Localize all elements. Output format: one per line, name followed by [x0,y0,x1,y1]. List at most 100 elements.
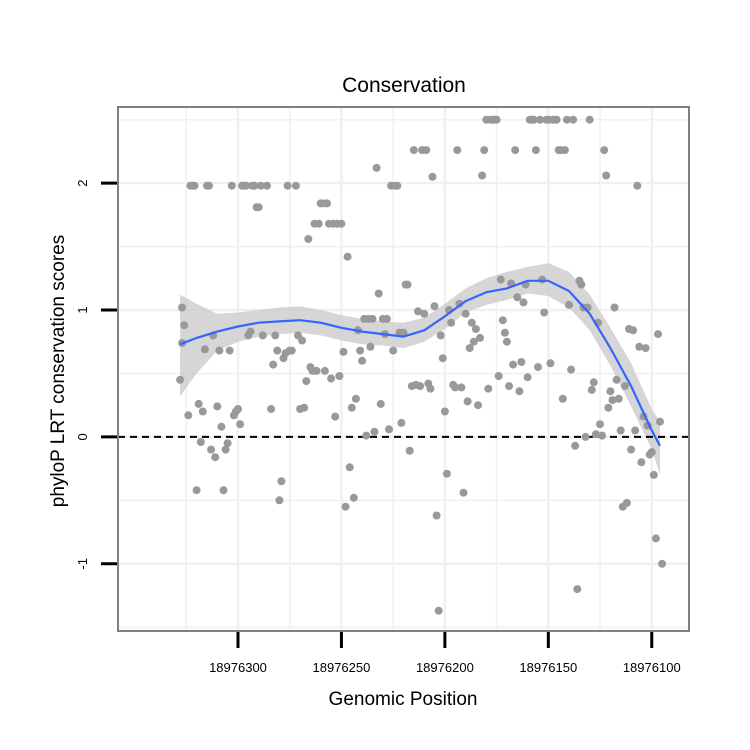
data-point [467,318,476,327]
data-point [343,252,352,261]
data-point [422,146,431,155]
data-point [246,327,255,336]
data-point [416,382,425,391]
data-point [323,199,331,208]
data-point [453,146,462,155]
data-point [552,115,561,124]
data-point [180,321,189,330]
data-point [385,425,393,434]
data-point [331,412,340,421]
data-point [372,163,381,172]
data-point [598,431,607,440]
data-point [569,115,578,124]
data-point [376,399,385,408]
data-point [205,181,213,190]
data-point [480,146,489,155]
data-point [312,366,321,375]
data-point [585,115,594,124]
data-point [298,336,307,345]
chart-title: Conservation [342,74,466,97]
data-point [358,356,367,365]
data-point [347,403,356,412]
data-point [610,303,619,312]
x-axis-title: Genomic Position [329,689,478,710]
smooth-line-layer [179,279,661,447]
plot-panel [118,107,689,631]
data-point [273,346,282,355]
data-point [366,342,375,351]
data-point [414,307,422,316]
data-point [389,346,398,355]
data-point [436,331,445,340]
data-point [540,308,549,317]
data-point [304,235,313,243]
data-point [517,358,526,366]
data-point [341,502,350,511]
data-point [345,463,354,472]
data-point [215,346,224,355]
data-point [502,337,511,346]
data-point [271,331,280,340]
data-point [227,181,236,190]
data-point [581,432,590,441]
data-point [658,559,667,568]
data-point [176,375,185,384]
data-point [604,403,613,412]
data-point [397,418,406,427]
data-point [656,417,664,426]
data-point [254,203,263,212]
data-point [430,302,439,311]
data-point [649,470,658,479]
data-point [492,115,501,124]
data-point [211,453,220,462]
data-point [600,146,609,155]
data-point [511,146,520,155]
data-point [275,496,284,505]
data-point [339,347,348,356]
data-point [370,427,379,436]
x-tick-label: 18976300 [209,660,267,675]
data-point [474,401,482,410]
data-point [250,181,259,190]
data-point [442,469,451,478]
data-point [219,486,228,495]
data-point [478,171,487,180]
x-axis: 18976300 18976250 18976200 18976150 18976100 [209,632,681,675]
data-point [620,382,629,391]
data-point [529,115,538,124]
data-point [337,219,346,228]
data-point [515,387,524,396]
data-point [409,146,418,155]
data-point [494,372,503,380]
data-point [651,534,660,543]
data-point [577,280,586,289]
data-point [565,300,573,309]
data-point [374,289,383,298]
data-point [476,333,484,342]
data-point [300,403,309,412]
data-point [393,181,402,190]
data-point [546,359,555,368]
x-tick-label: 18976150 [519,660,577,675]
data-point [647,448,656,457]
data-point [190,181,199,190]
data-point [451,383,460,392]
data-point [602,171,611,180]
data-point [207,445,216,454]
data-point [616,426,625,435]
x-tick-label: 18976100 [623,660,681,675]
data-point [587,385,596,394]
data-point [654,330,662,339]
data-point [469,337,478,346]
data-point [225,346,234,355]
data-point [496,275,505,284]
panel-border [117,106,690,632]
data-point [534,363,542,372]
data-point [267,405,276,413]
x-tick-label: 18976250 [313,660,371,675]
data-point [461,309,470,318]
data-point [263,181,271,190]
data-point [314,219,323,228]
data-point [513,293,522,302]
